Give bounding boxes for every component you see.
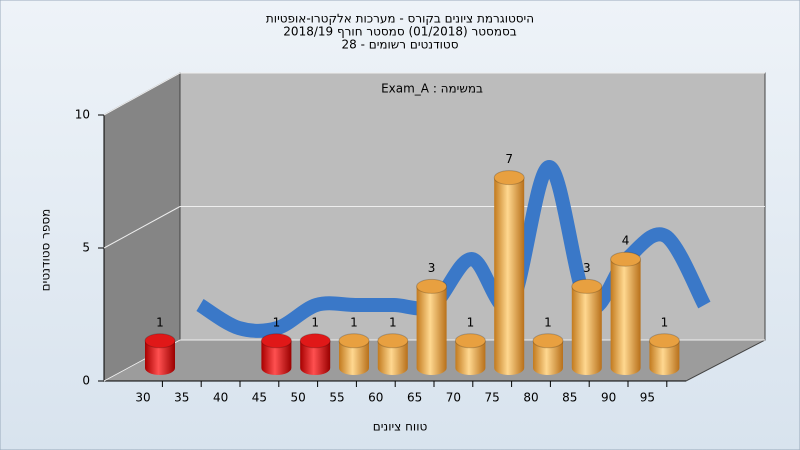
y-tick-label: 0 [82, 374, 90, 388]
x-tick-label: 80 [523, 391, 538, 405]
bar [649, 340, 680, 375]
x-tick-label: 95 [640, 391, 655, 405]
x-tick-label: 35 [174, 391, 189, 405]
value-label: 1 [156, 315, 164, 329]
y-axis-label: מספר סטודנטים [39, 209, 53, 292]
bar [455, 340, 486, 375]
x-tick-label: 65 [407, 391, 422, 405]
bar-top [454, 333, 486, 349]
y-tick-label: 10 [75, 108, 90, 122]
value-label: 3 [428, 261, 436, 275]
value-label: 1 [311, 315, 319, 329]
title: בסמסטר (01/2018) סמסטר חורף 2018/19 [283, 25, 516, 39]
x-tick-label: 70 [446, 391, 461, 405]
x-axis-label: טווח ציונים [373, 420, 428, 434]
title: היסטוגרמת ציונים בקורס - מערכות אלקטרו-א… [266, 12, 534, 26]
value-label: 1 [544, 315, 552, 329]
x-tick-label: 55 [329, 391, 344, 405]
bar-top [144, 333, 176, 349]
bar-top [571, 278, 603, 294]
value-label: 1 [350, 315, 358, 329]
bar [261, 340, 292, 375]
bar [300, 340, 331, 375]
bar [610, 259, 641, 375]
x-tick-label: 85 [562, 391, 577, 405]
bar [571, 286, 602, 375]
bar-top [416, 278, 448, 294]
bar-top [532, 333, 564, 349]
x-tick-label: 60 [368, 391, 383, 405]
x-tick-label: 30 [135, 391, 150, 405]
value-label: 1 [467, 315, 475, 329]
value-label: 1 [389, 315, 397, 329]
bar-top [260, 333, 292, 349]
bar-top [493, 170, 525, 186]
bar [494, 177, 525, 375]
grid-line [103, 72, 181, 116]
bar [377, 340, 408, 375]
x-tick-label: 40 [213, 391, 228, 405]
value-label: 1 [661, 315, 669, 329]
bar [416, 286, 447, 375]
x-tick-label: 75 [485, 391, 500, 405]
x-tick-label: 45 [252, 391, 267, 405]
value-label: 4 [622, 234, 630, 248]
bar-top [377, 333, 409, 349]
x-tick-label: 90 [601, 391, 616, 405]
bar-top [610, 251, 642, 267]
title: סטודנטים רשומים - 28 [341, 38, 458, 52]
bar-top [299, 333, 331, 349]
value-label: 3 [583, 261, 591, 275]
legend: במשימה : Exam_A [381, 82, 483, 96]
bar-top [338, 333, 370, 349]
value-label: 1 [273, 315, 281, 329]
bar-top [648, 333, 680, 349]
bar [533, 340, 563, 375]
grid-line [103, 206, 181, 249]
x-tick-label: 50 [291, 391, 306, 405]
value-label: 7 [505, 152, 513, 166]
y-tick-label: 5 [82, 241, 90, 255]
bar [339, 340, 369, 375]
bar [145, 340, 175, 375]
